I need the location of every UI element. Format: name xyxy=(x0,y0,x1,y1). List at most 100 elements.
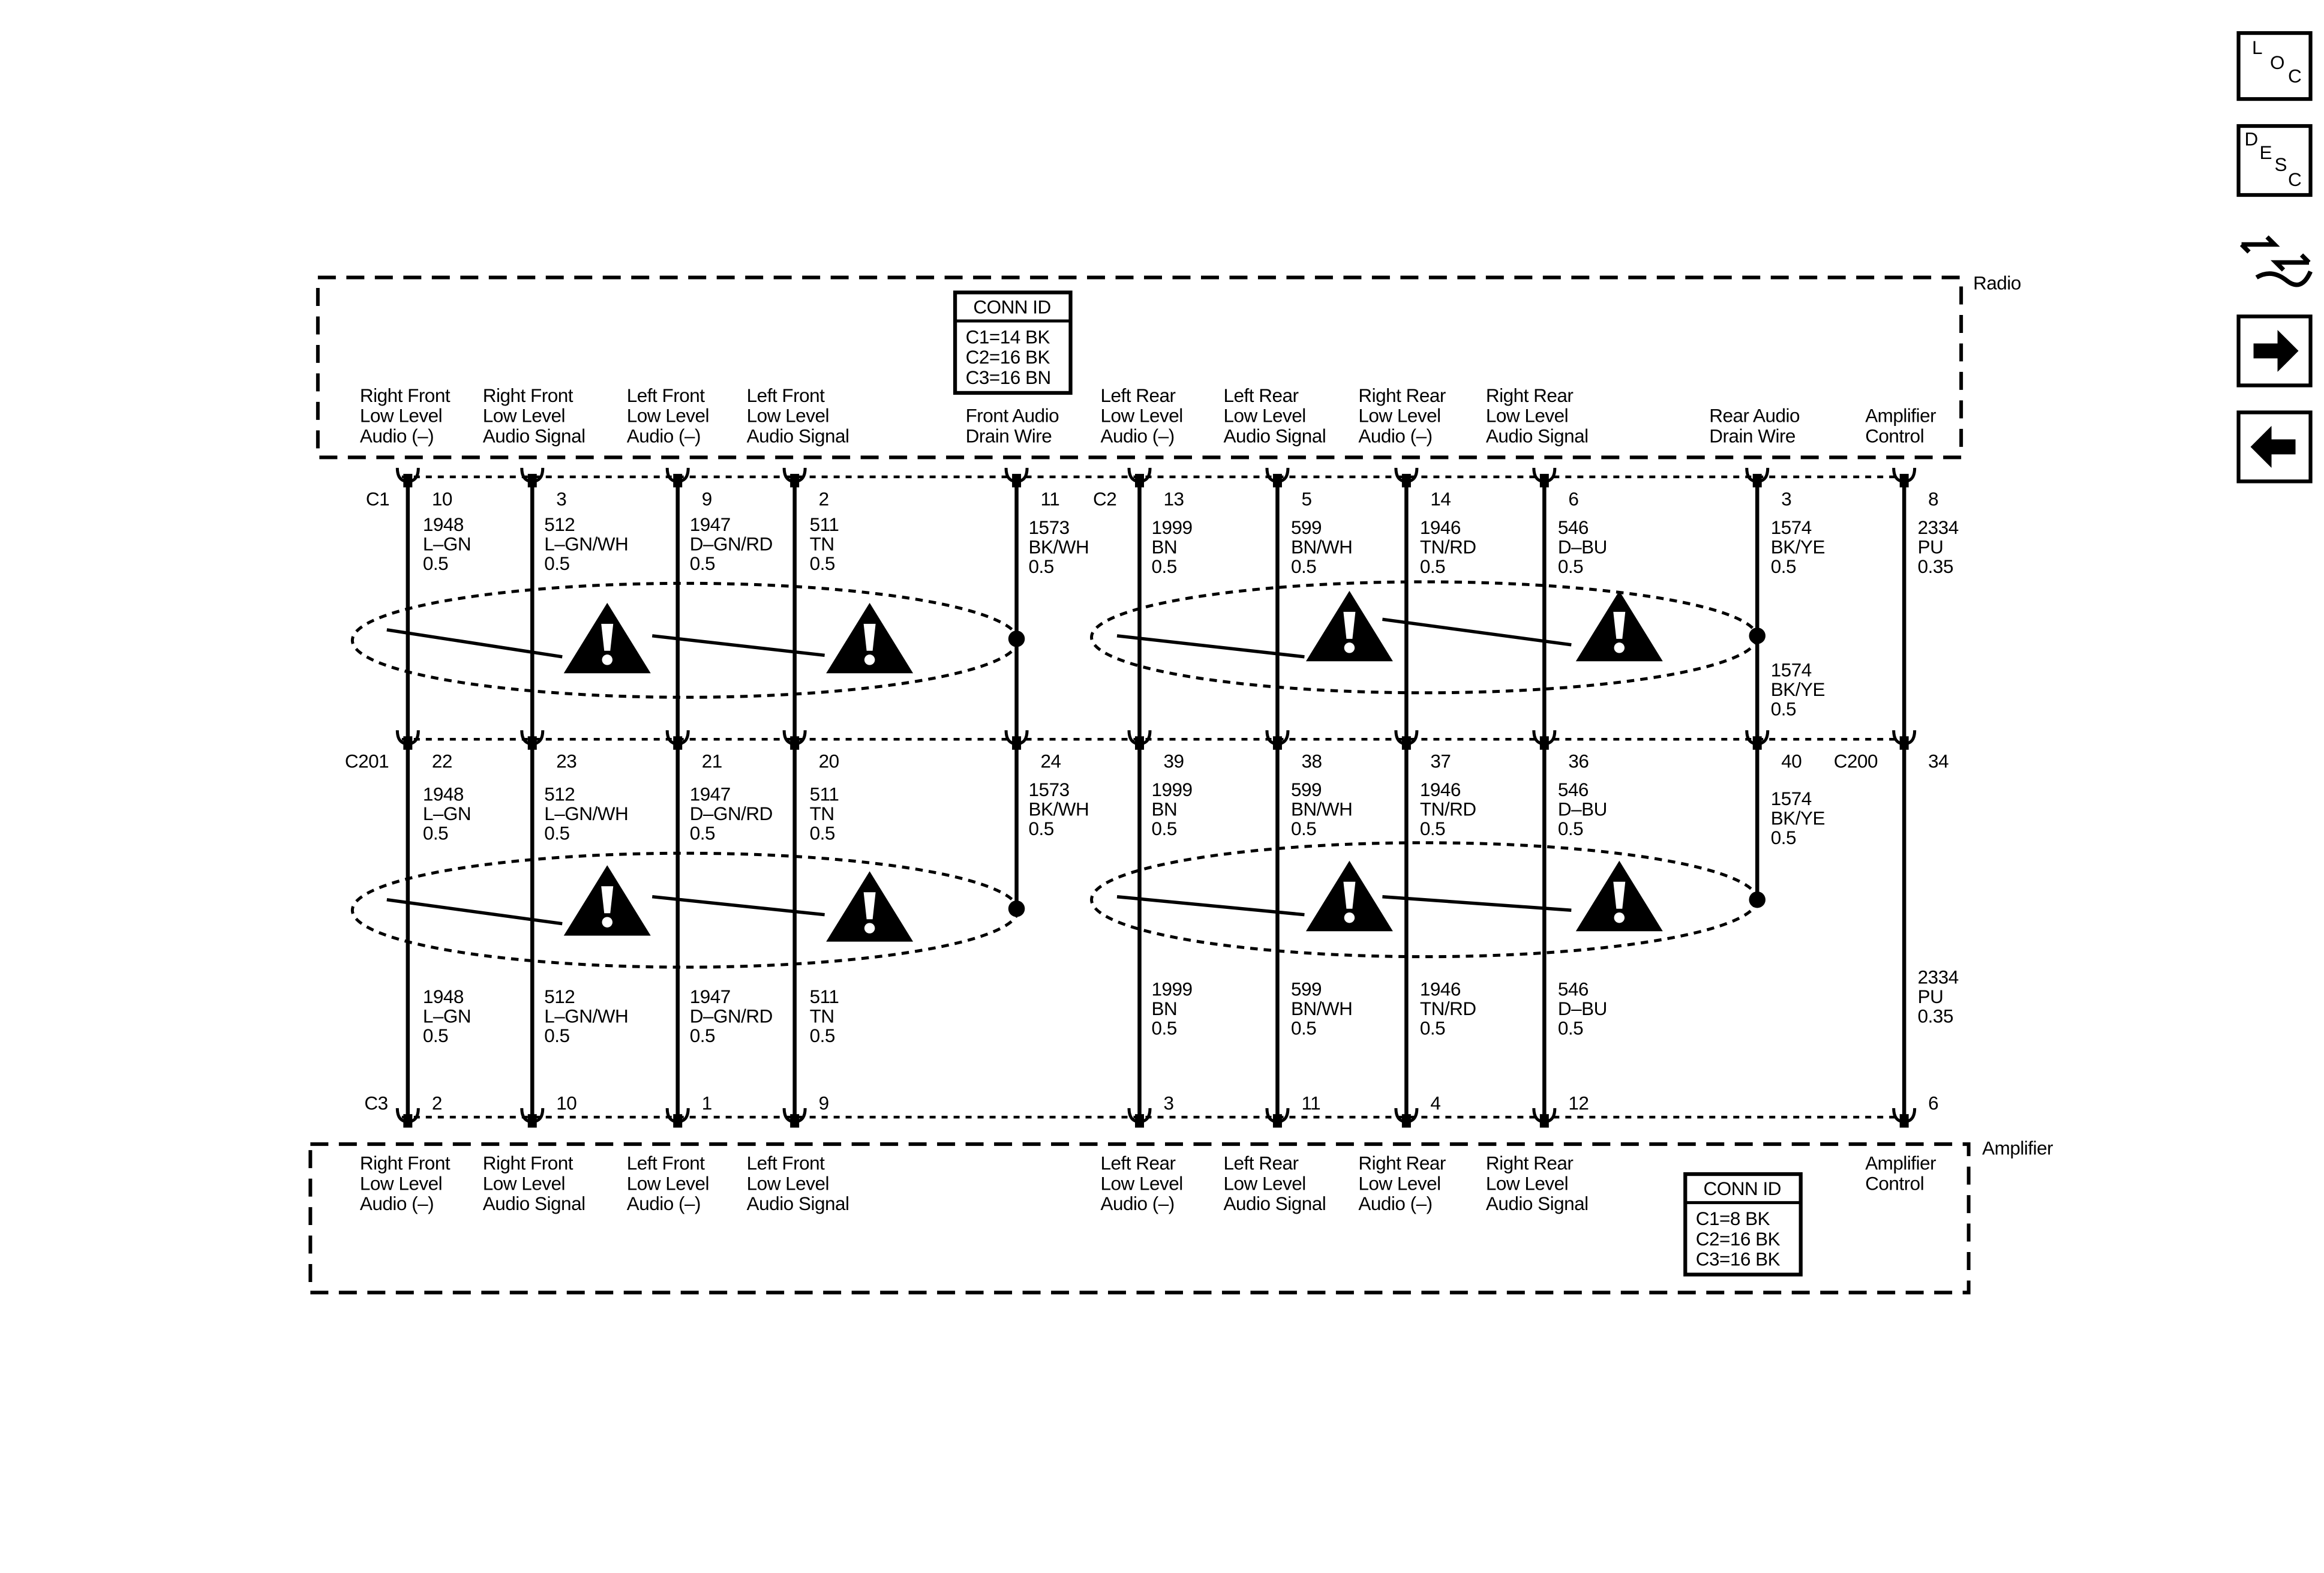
radio-pin-label: Left Front xyxy=(627,385,705,406)
wire-label: 2334 xyxy=(1918,517,1959,538)
wire-label: D–GN/RD xyxy=(690,803,773,824)
nav-letter: E xyxy=(2260,142,2272,163)
radio-pin-label: Right Rear xyxy=(1486,385,1574,406)
wire-label: BK/YE xyxy=(1771,679,1825,700)
amp-pin-label: Low Level xyxy=(747,1172,829,1194)
amp-pin-label: Audio (–) xyxy=(627,1193,701,1214)
radio-pin-label: Drain Wire xyxy=(966,425,1052,446)
amp-pin-label: Audio Signal xyxy=(1486,1193,1589,1214)
warning-mark xyxy=(863,892,876,920)
wire-label: 546 xyxy=(1558,517,1589,538)
wire-label: 0.5 xyxy=(1771,556,1796,577)
wire-label: 0.5 xyxy=(1291,1017,1316,1039)
wire-label: 0.5 xyxy=(1291,818,1316,839)
wire-label: BN xyxy=(1152,798,1178,820)
pin-number: 12 xyxy=(1568,1092,1589,1114)
amp-pin-label: Low Level xyxy=(627,1172,709,1194)
wire-label: 0.5 xyxy=(544,553,569,574)
connector-pin xyxy=(527,1114,537,1128)
wire-label: 1946 xyxy=(1420,978,1461,1000)
conn-id-row: C1=8 BK xyxy=(1696,1208,1770,1229)
radio-pin-label: Audio (–) xyxy=(1358,425,1432,446)
wire-label: L–GN/WH xyxy=(544,1005,628,1027)
wire-label: 2334 xyxy=(1918,966,1959,988)
amp-pin-label: Low Level xyxy=(1101,1172,1183,1194)
wire-label: BN xyxy=(1152,536,1178,557)
wire-label: 511 xyxy=(810,986,839,1007)
radio-pin-label: Low Level xyxy=(1101,405,1183,427)
warning-dot xyxy=(1344,643,1355,653)
pin-number: 20 xyxy=(819,751,839,772)
pin-number: 24 xyxy=(1041,751,1061,772)
radio-pin-label: Left Rear xyxy=(1101,385,1176,406)
warning-mark xyxy=(1613,611,1626,639)
wire-label: 512 xyxy=(544,986,575,1007)
warning-mark xyxy=(1343,611,1356,639)
pin-number: 5 xyxy=(1301,488,1311,509)
wire-label: 0.5 xyxy=(690,553,715,574)
wire-label: 0.5 xyxy=(690,822,715,844)
wire-label: 0.5 xyxy=(1558,1017,1583,1039)
radio-pin-label: Front Audio xyxy=(966,405,1059,427)
wire-label: 1574 xyxy=(1771,788,1812,809)
wire-label: 1947 xyxy=(690,784,731,805)
warning-mark xyxy=(1343,881,1356,909)
wire-label: 0.5 xyxy=(1152,556,1177,577)
pin-number: 11 xyxy=(1301,1092,1320,1114)
wire-label: L–GN/WH xyxy=(544,803,628,824)
amp-pin-label: Audio (–) xyxy=(1101,1193,1175,1214)
pin-number: 9 xyxy=(819,1092,829,1114)
conn-id-title: CONN ID xyxy=(1704,1178,1781,1199)
radio-name: Radio xyxy=(1973,272,2021,293)
wire-label: 1573 xyxy=(1029,517,1070,538)
pin-number: 37 xyxy=(1430,751,1451,772)
wire-label: BK/WH xyxy=(1029,798,1089,820)
pin-number: 3 xyxy=(1163,1092,1173,1114)
wire-label: 1946 xyxy=(1420,779,1461,800)
connector-pin xyxy=(673,1114,683,1128)
wire-label: TN xyxy=(810,803,834,824)
radio-pin-label: Low Level xyxy=(1486,405,1568,427)
wire-label: 0.5 xyxy=(1771,827,1796,848)
wire-label: 599 xyxy=(1291,978,1322,1000)
warning-mark xyxy=(863,623,876,651)
pin-number: 34 xyxy=(1928,751,1948,772)
wire-label: 0.5 xyxy=(544,1025,569,1046)
pin-number: 13 xyxy=(1163,488,1184,509)
amp-pin-label: Audio Signal xyxy=(1223,1193,1326,1214)
wire-label: BK/WH xyxy=(1029,536,1089,557)
amp-pin-label: Left Front xyxy=(747,1152,825,1174)
pin-number: 6 xyxy=(1928,1092,1938,1114)
wire-label: TN/RD xyxy=(1420,798,1476,820)
wire-label: 0.5 xyxy=(1029,818,1054,839)
radio-pin-label: Low Level xyxy=(483,405,565,427)
pin-number: 11 xyxy=(1041,488,1060,509)
wire-label: 599 xyxy=(1291,517,1322,538)
connector-pin xyxy=(527,736,537,750)
nav-letter: O xyxy=(2270,52,2284,73)
connector-pin xyxy=(1899,473,1909,488)
connector-pin xyxy=(1401,473,1411,488)
pin-number: 23 xyxy=(556,751,577,772)
warning-dot xyxy=(1614,912,1625,923)
amp-pin-label: Left Rear xyxy=(1101,1152,1176,1174)
wire-label: 1999 xyxy=(1152,779,1193,800)
nav-letter: D xyxy=(2245,128,2258,150)
wire-label: TN xyxy=(810,1005,834,1027)
wire-label: 0.5 xyxy=(1420,1017,1445,1039)
conn-id-box xyxy=(1683,1172,1803,1277)
wire-label: 1948 xyxy=(423,784,464,805)
radio-pin-label: Left Rear xyxy=(1223,385,1298,406)
amplifier-name: Amplifier xyxy=(1982,1137,2053,1159)
radio-pin-label: Audio (–) xyxy=(360,425,434,446)
amp-pin-label: Low Level xyxy=(483,1172,565,1194)
warning-dot xyxy=(1344,912,1355,923)
conn-id-row: C3=16 BN xyxy=(966,367,1051,388)
conn-id-row: C2=16 BK xyxy=(1696,1228,1780,1250)
amp-pin-label: Right Front xyxy=(360,1152,451,1174)
amp-pin-label: Right Front xyxy=(483,1152,574,1174)
radio-pin-label: Right Front xyxy=(483,385,574,406)
wire-label: TN/RD xyxy=(1420,998,1476,1019)
connector-pin xyxy=(790,736,800,750)
amp-pin-label: Low Level xyxy=(1358,1172,1440,1194)
